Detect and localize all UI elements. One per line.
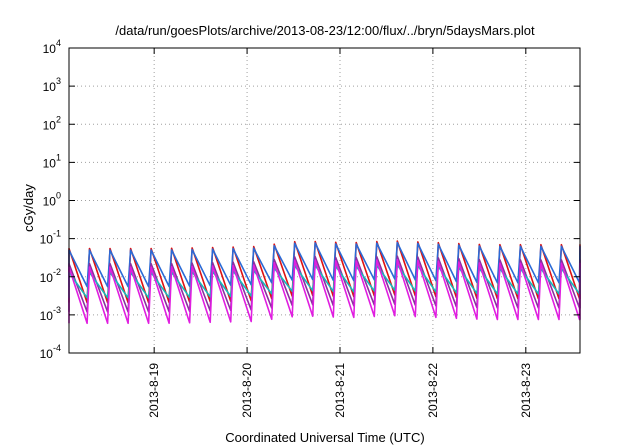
y-tick-label: 101 [43,152,61,170]
x-tick-label: 2013-8-22 [426,363,440,418]
chart-title: /data/run/goesPlots/archive/2013-08-23/1… [115,23,535,38]
x-tick-label: 2013-8-20 [240,363,254,418]
x-tick-label: 2013-8-21 [333,363,347,418]
y-tick-label: 102 [43,114,61,132]
axes: 104 103 102 101 100 10-1 10-2 10-3 10-4 2013-8-19… [40,38,581,418]
series-line-4 [68,258,581,325]
y-axis-label: cGy/day [21,184,36,232]
x-axis-label: Coordinated Universal Time (UTC) [225,430,424,445]
y-tick-label: 10-3 [40,305,61,323]
x-tick-label: 2013-8-19 [147,363,161,418]
y-tick-label: 10-1 [40,229,61,247]
y-tick-label: 100 [43,191,61,209]
y-tick-label: 10-2 [40,267,61,285]
series-line-1 [68,241,581,288]
y-tick-label: 104 [43,38,61,56]
y-tick-label: 103 [43,76,61,94]
gridlines [69,48,580,353]
series-line-2 [68,255,581,313]
series-layer [68,240,581,325]
x-tick-label: 2013-8-23 [519,363,533,418]
plot-frame [68,47,581,354]
y-tick-label: 10-4 [40,343,61,361]
